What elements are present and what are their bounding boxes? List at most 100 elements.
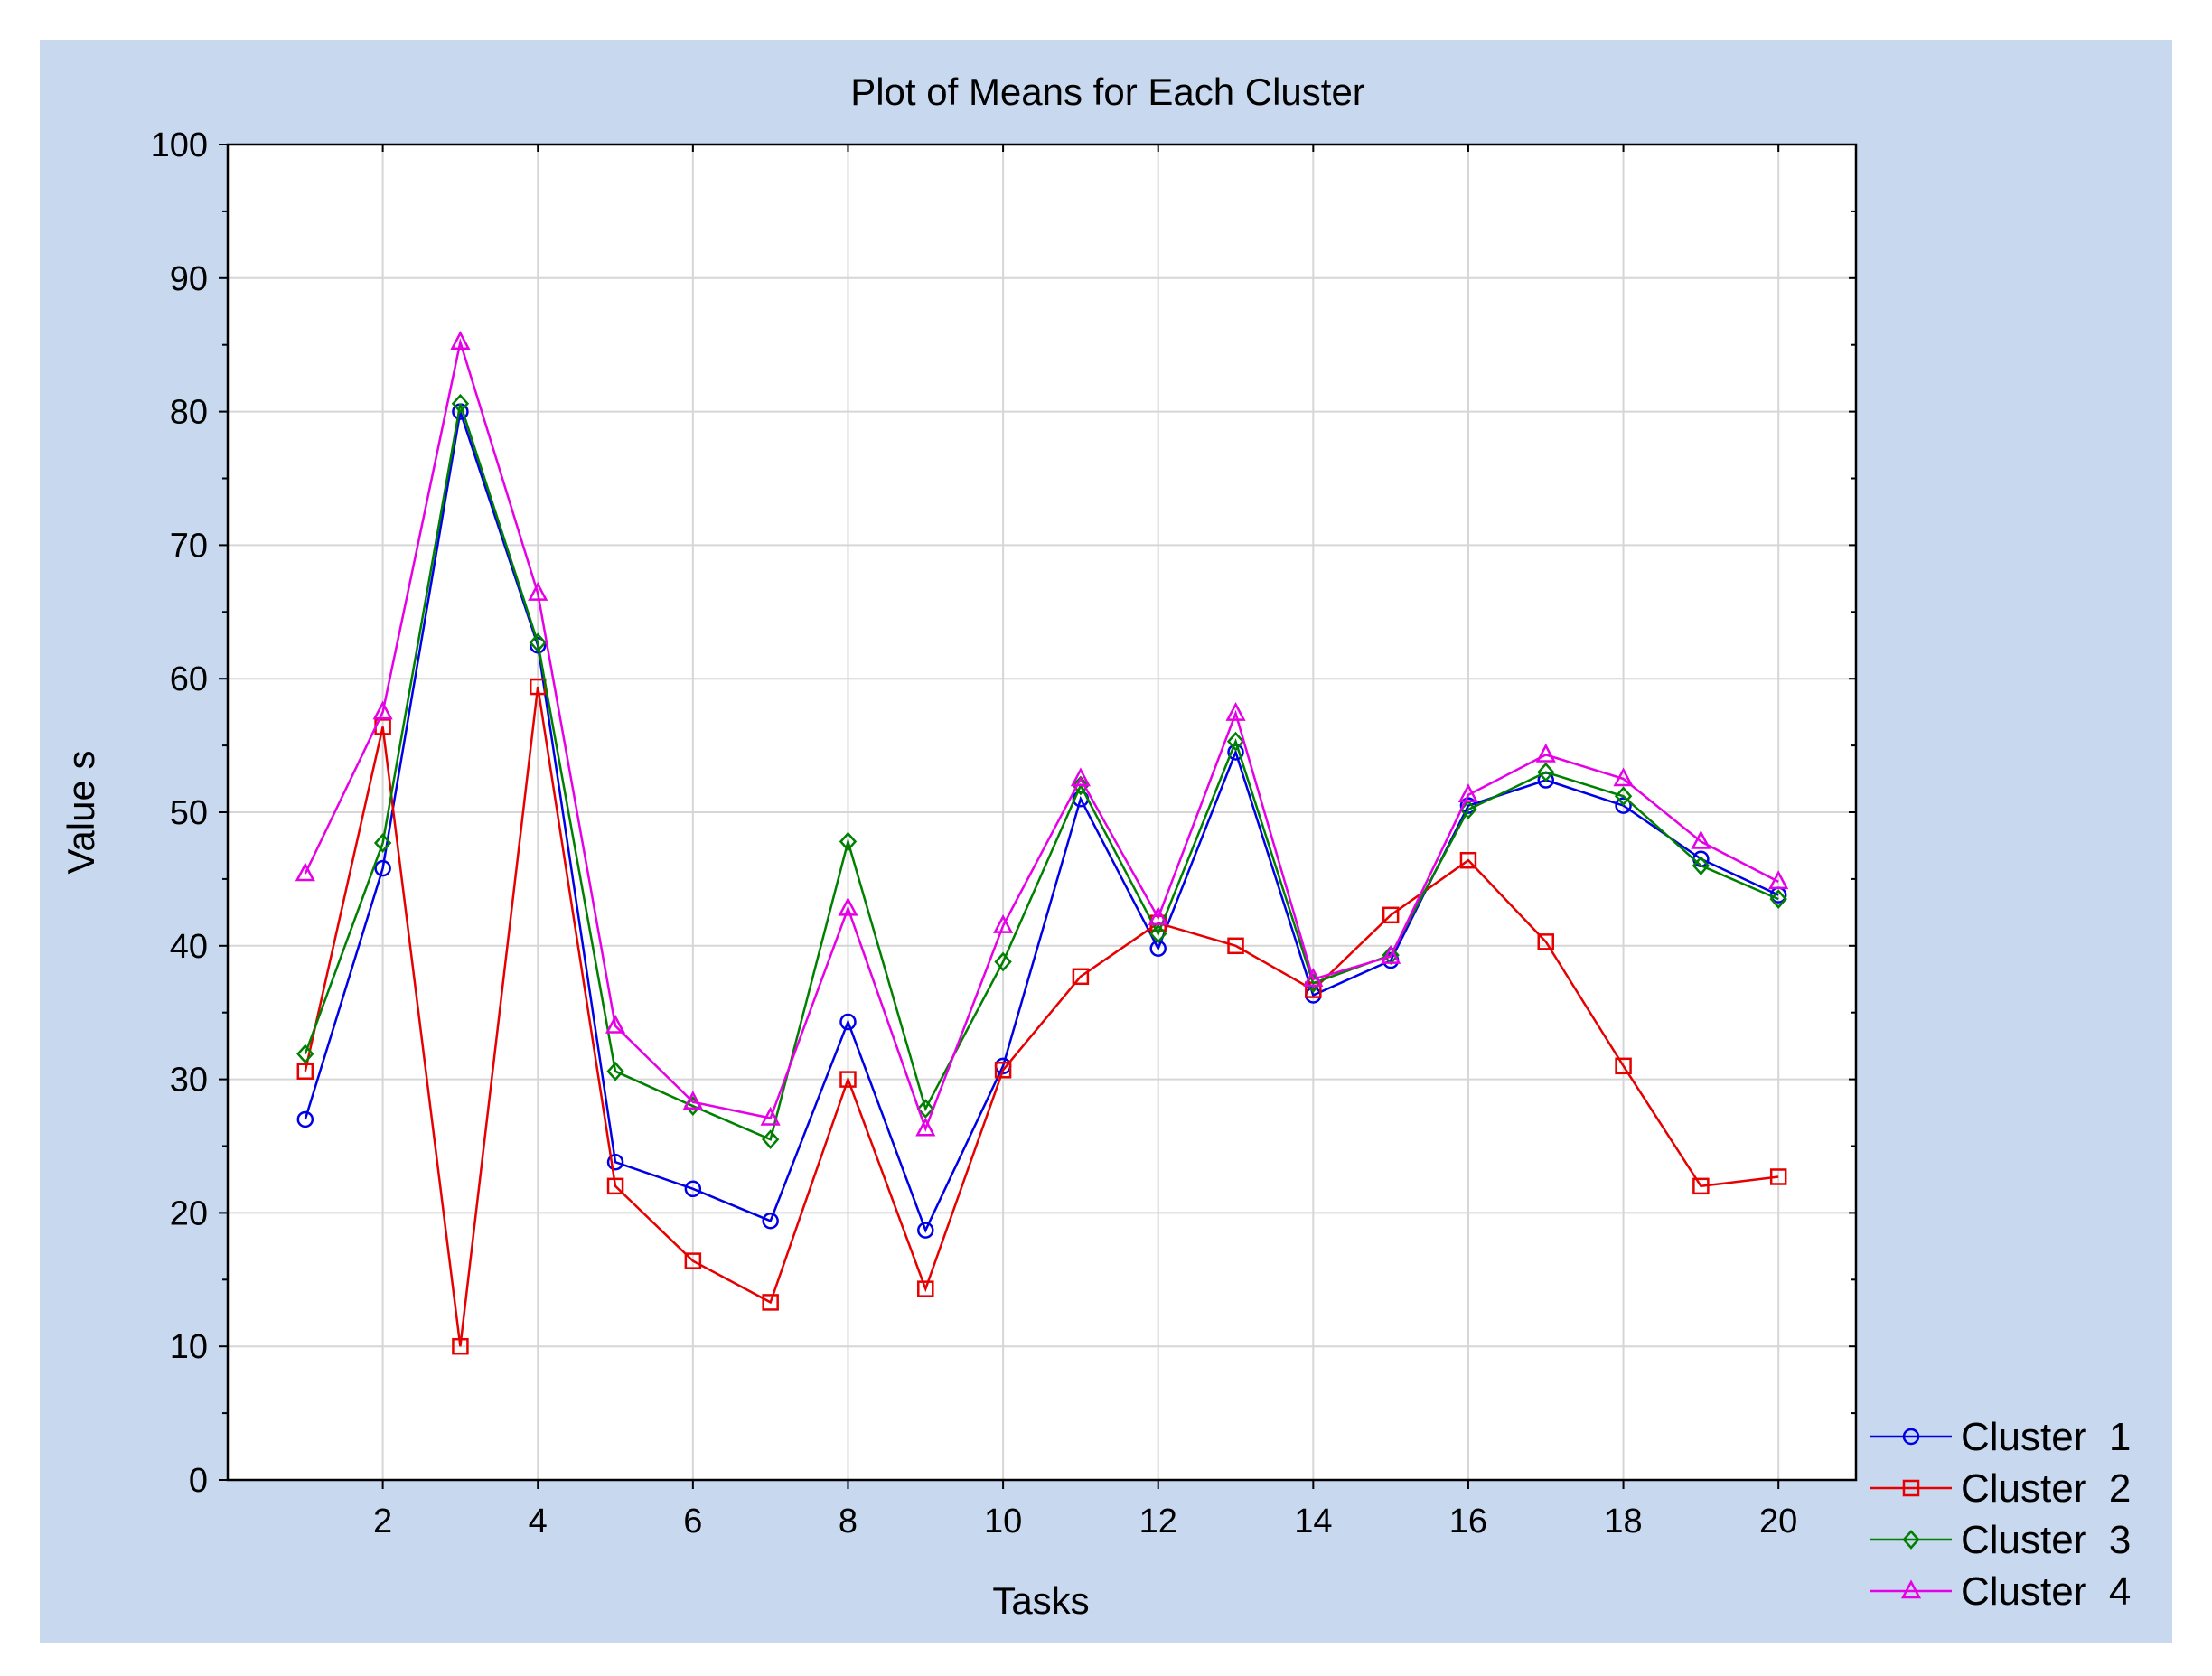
data-point [296,1044,314,1064]
legend-item-4: Cluster 4 [1870,1569,2131,1614]
data-point [529,637,547,654]
data-point [1615,797,1632,814]
data-point [372,700,393,720]
legend-label: Cluster 1 [1961,1415,2131,1459]
data-point [1769,1168,1787,1185]
y-tick-label: 80 [170,394,208,432]
data-point [1072,775,1090,796]
data-point [1227,937,1244,955]
data-point [1303,968,1324,987]
series-line [304,686,1779,1347]
data-point [916,1099,934,1119]
legend-marker [1902,1530,1920,1550]
data-point [1615,1057,1632,1075]
y-tick-label: 50 [170,794,208,832]
chart-title: Plot of Means for Each Cluster [850,70,1365,113]
data-point [917,1280,934,1297]
y-axis-tick-labels: 0 10 20 30 40 50 60 70 80 90 100 [151,126,208,1500]
data-point [606,1061,624,1081]
data-point [1381,944,1401,964]
data-point [1459,851,1477,869]
data-point [1070,767,1091,787]
legend-label: Cluster 2 [1961,1466,2131,1511]
data-point [1382,906,1400,924]
x-tick-label: 10 [984,1503,1022,1540]
y-tick-label: 90 [170,260,208,298]
x-tick-label: 12 [1139,1503,1177,1540]
y-tick-label: 10 [170,1328,208,1366]
data-point [1614,786,1633,807]
x-axis-tick-labels: 2 4 6 8 10 12 14 16 18 20 [373,1503,1797,1540]
data-point [761,1129,780,1149]
data-point [1457,783,1479,803]
x-tick-label: 4 [529,1503,548,1540]
x-tick-label: 6 [683,1503,702,1540]
data-point [295,862,315,882]
data-point [1226,731,1245,752]
data-point [528,581,548,601]
data-point [1225,701,1246,721]
data-point [684,1252,702,1269]
data-point [1692,1177,1710,1195]
series-line [304,411,1779,1233]
data-point [373,833,392,853]
series-line [304,337,1779,1132]
data-point [606,1153,624,1171]
data-point [529,632,547,653]
y-tick-label: 70 [170,527,208,565]
data-point [452,1337,469,1355]
data-point [605,1014,626,1034]
y-tick-label: 30 [170,1062,208,1100]
y-tick-label: 20 [170,1194,208,1232]
data-point [993,913,1014,933]
legend-marker [1902,1428,1920,1446]
data-point [451,393,470,414]
y-tick-label: 100 [151,126,208,164]
data-point [762,1294,779,1311]
x-tick-label: 2 [373,1503,392,1540]
legend-item-3: Cluster 3 [1870,1518,2131,1562]
data-point [1692,856,1711,876]
data-point [915,1117,936,1137]
data-point [1537,933,1555,950]
data-point [606,1177,624,1195]
legend-label: Cluster 4 [1961,1569,2131,1614]
x-tick-label: 18 [1604,1503,1642,1540]
legend: Cluster 1 Cluster 2 Cluster 3 Cluster 4 [1870,1415,2131,1614]
data-point [1613,767,1634,787]
series-lines [295,331,1789,1355]
data-point [1148,906,1168,926]
data-point [1537,762,1555,782]
x-tick-label: 14 [1294,1503,1332,1540]
series-4 [295,331,1789,1137]
data-point [682,1091,703,1110]
data-point [374,859,391,877]
data-point [684,1180,702,1198]
legend-label: Cluster 3 [1961,1518,2131,1562]
data-point [839,1013,857,1031]
legend-marker [1902,1479,1920,1497]
data-point [838,896,858,916]
data-point [1768,870,1789,890]
x-tick-label: 16 [1449,1503,1487,1540]
data-point [1769,889,1787,909]
plot-frame [226,143,1858,1482]
series-line [304,403,1779,1141]
data-point [1072,968,1090,986]
series-3 [296,393,1787,1149]
y-tick-label: 0 [189,1462,208,1500]
data-point [296,1063,314,1080]
data-point [839,831,858,852]
data-point [917,1222,934,1239]
x-axis-label: Tasks [992,1579,1089,1622]
grid [228,145,1856,1480]
legend-item-1: Cluster 1 [1870,1415,2131,1459]
data-point [296,1110,314,1128]
y-tick-label: 40 [170,928,208,966]
data-point [839,1071,857,1088]
x-tick-label: 20 [1759,1503,1797,1540]
data-point [450,331,471,350]
x-tick-label: 8 [839,1503,858,1540]
data-point [994,1062,1012,1079]
